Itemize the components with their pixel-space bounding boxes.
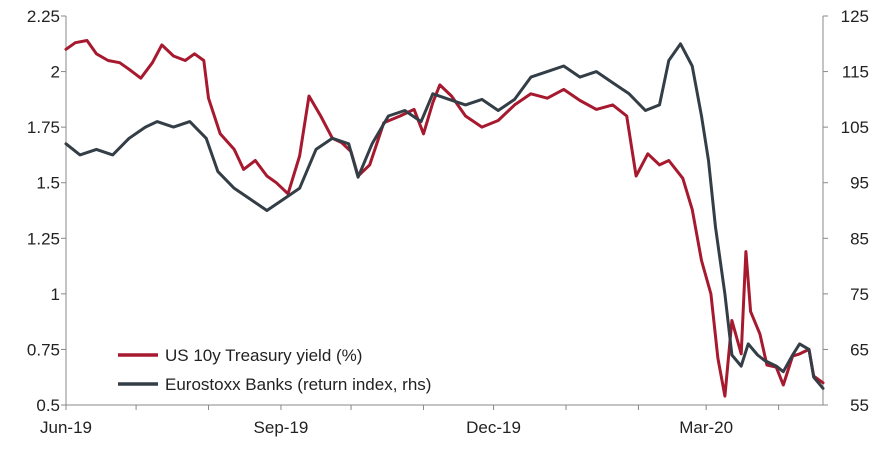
right-y-tick-label: 55 [850,396,869,415]
legend: US 10y Treasury yield (%) Eurostoxx Bank… [118,346,431,394]
x-tick-label: Sep-19 [254,418,309,437]
left-y-axis-ticks: 0.5 0.75 1 1.25 1.5 1.75 2 2.25 [27,7,66,415]
right-y-tick-label: 125 [841,7,869,26]
left-y-tick-label: 2 [51,63,60,82]
right-y-tick-label: 65 [850,340,869,359]
series-layer [64,39,825,398]
series-line-eurostoxx-banks [64,42,825,390]
x-tick-label: Jun-19 [40,418,92,437]
plot-frame [65,16,824,406]
right-y-tick-label: 85 [850,229,869,248]
x-tick-label: Dec-19 [466,418,521,437]
legend-label-eurostoxx-banks: Eurostoxx Banks (return index, rhs) [165,375,431,394]
left-y-tick-label: 0.5 [36,396,60,415]
x-axis-ticks: Jun-19 Sep-19 Dec-19 Mar-20 [40,405,780,437]
right-y-tick-label: 105 [841,118,869,137]
right-y-tick-label: 75 [850,285,869,304]
left-y-tick-label: 0.75 [27,340,60,359]
left-y-tick-label: 1.25 [27,229,60,248]
right-y-tick-label: 115 [842,63,869,82]
right-y-axis-ticks: 55 65 75 85 95 105 115 125 [823,7,869,415]
left-y-tick-label: 1.75 [27,118,60,137]
legend-label-us-10y: US 10y Treasury yield (%) [165,346,362,365]
left-y-tick-label: 1 [51,285,60,304]
right-y-tick-label: 95 [850,174,869,193]
left-y-tick-label: 1.5 [36,174,60,193]
series-line-us-10y-treasury-yield [64,39,825,398]
left-y-tick-label: 2.25 [27,7,60,26]
x-tick-label: Mar-20 [679,418,733,437]
